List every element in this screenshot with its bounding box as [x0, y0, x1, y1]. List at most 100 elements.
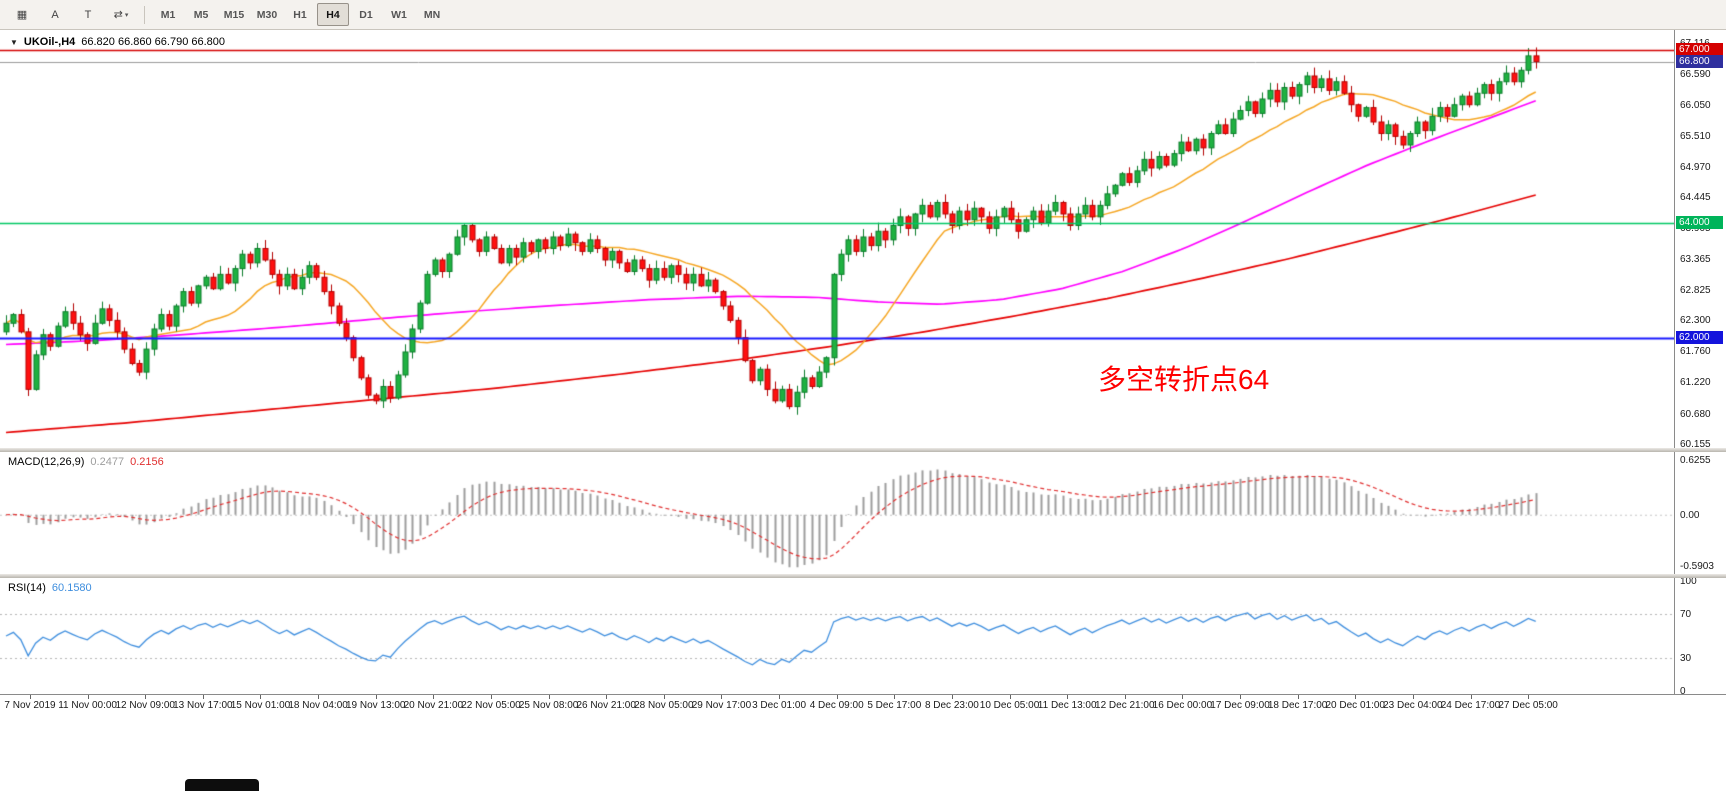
- price-badge-66.800: 66.800: [1676, 54, 1723, 68]
- time-tick-mark: [894, 695, 895, 699]
- macd-tick: 0.6255: [1680, 455, 1711, 467]
- time-tick-mark: [260, 695, 261, 699]
- tf-button-M1[interactable]: M1: [160, 8, 176, 21]
- text-tool-button[interactable]: T: [84, 8, 92, 21]
- rsi-tick: 0: [1680, 686, 1686, 697]
- macd-main-value: 0.2477: [90, 456, 125, 468]
- time-label: 12 Dec 21:00: [1095, 700, 1155, 711]
- chart-annotation-text: 多空转折点64: [1098, 364, 1270, 395]
- tf-button-H4[interactable]: H4: [317, 3, 349, 26]
- taskbar-fragment: [185, 779, 259, 791]
- tf-button-W1[interactable]: W1: [391, 8, 407, 21]
- time-label: 12 Nov 09:00: [115, 700, 175, 711]
- rsi-tick: 70: [1680, 609, 1692, 620]
- time-label: 10 Dec 05:00: [979, 700, 1040, 711]
- time-label: 18 Dec 17:00: [1267, 700, 1328, 711]
- rsi-name-label: RSI(14): [8, 582, 46, 594]
- main-chart-canvas[interactable]: [0, 30, 1674, 448]
- time-label: 18 Nov 04:00: [288, 700, 348, 711]
- price-tick: 60.680: [1680, 408, 1711, 420]
- time-label: 26 Nov 21:00: [576, 700, 636, 711]
- time-tick-mark: [1298, 695, 1299, 699]
- time-label: 13 Nov 17:00: [173, 700, 233, 711]
- time-label: 15 Nov 01:00: [230, 700, 291, 711]
- tf-button-H1[interactable]: H1: [293, 8, 307, 21]
- time-tick-mark: [376, 695, 377, 699]
- rsi-tick: 30: [1680, 653, 1692, 664]
- pane-splitter[interactable]: [0, 448, 1726, 452]
- tf-button-M30[interactable]: M30: [256, 8, 278, 21]
- price-tick: 64.445: [1680, 192, 1711, 204]
- price-tick: 66.050: [1680, 99, 1711, 111]
- time-label: 7 Nov 2019: [4, 700, 56, 711]
- price-tick: 64.970: [1680, 161, 1711, 173]
- time-tick-mark: [1413, 695, 1414, 699]
- tf-button-M5[interactable]: M5: [193, 8, 209, 21]
- time-label: 27 Dec 05:00: [1498, 700, 1558, 711]
- time-tick-mark: [606, 695, 607, 699]
- rsi-label: RSI(14) 60.1580: [8, 582, 92, 594]
- toolbar-separator: [144, 5, 145, 24]
- rsi-tick: 100: [1680, 576, 1697, 587]
- price-badge-64.000: 64.000: [1676, 215, 1723, 229]
- chart-dropdown-icon[interactable]: ▼: [10, 37, 18, 47]
- chart-title: ▼ UKOil-,H4 66.820 66.860 66.790 66.800: [10, 36, 225, 48]
- time-label: 11 Nov 00:00: [58, 700, 117, 711]
- price-tick: 66.590: [1680, 68, 1711, 80]
- rsi-value: 60.1580: [51, 582, 92, 594]
- macd-tick: -0.5903: [1680, 561, 1714, 573]
- time-label: 3 Dec 01:00: [752, 700, 807, 711]
- time-label: 22 Nov 05:00: [461, 700, 521, 711]
- time-tick-mark: [203, 695, 204, 699]
- time-tick-mark: [1010, 695, 1011, 699]
- time-tick-mark: [721, 695, 722, 699]
- time-tick-mark: [1528, 695, 1529, 699]
- time-tick-mark: [952, 695, 953, 699]
- time-tick-mark: [779, 695, 780, 699]
- annotate-a-button[interactable]: A: [51, 8, 59, 21]
- price-tick: 62.300: [1680, 315, 1711, 327]
- price-tick: 65.510: [1680, 130, 1711, 142]
- macd-name-label: MACD(12,26,9): [8, 456, 85, 468]
- macd-tick: 0.00: [1680, 509, 1700, 521]
- tf-button-MN[interactable]: MN: [423, 8, 441, 21]
- time-tick-mark: [549, 695, 550, 699]
- rsi-canvas[interactable]: [0, 578, 1674, 694]
- toolbar: ▦ A T ⇄ ▾ M1 M5 M15 M30 H1 H4 D1 W1 MN: [0, 0, 1726, 30]
- time-tick-mark: [318, 695, 319, 699]
- price-axis-divider[interactable]: [1674, 30, 1675, 694]
- time-tick-mark: [145, 695, 146, 699]
- time-label: 20 Nov 21:00: [403, 700, 464, 711]
- price-tick: 61.760: [1680, 346, 1711, 358]
- time-label: 4 Dec 09:00: [809, 700, 864, 711]
- time-tick-mark: [433, 695, 434, 699]
- time-axis-line: [0, 694, 1726, 695]
- time-tick-mark: [1125, 695, 1126, 699]
- time-tick-mark: [1471, 695, 1472, 699]
- cycle-tool-button[interactable]: ⇄ ▾: [113, 9, 129, 21]
- time-tick-mark: [30, 695, 31, 699]
- tf-button-M15[interactable]: M15: [223, 8, 245, 21]
- chart-symbol-label: UKOil-,H4: [23, 36, 76, 48]
- time-label: 24 Dec 17:00: [1440, 700, 1501, 711]
- tf-button-D1[interactable]: D1: [359, 8, 373, 21]
- time-tick-mark: [1067, 695, 1068, 699]
- time-tick-mark: [664, 695, 665, 699]
- time-label: 23 Dec 04:00: [1383, 700, 1443, 711]
- pane-splitter[interactable]: [0, 574, 1726, 578]
- time-tick-mark: [1182, 695, 1183, 699]
- charts-icon[interactable]: ▦: [16, 9, 28, 21]
- macd-signal-value: 0.2156: [130, 456, 164, 468]
- time-label: 28 Nov 05:00: [634, 700, 694, 711]
- dropdown-caret-icon: ▾: [124, 11, 129, 19]
- macd-label: MACD(12,26,9) 0.2477 0.2156: [8, 456, 164, 468]
- time-label: 17 Dec 09:00: [1210, 700, 1270, 711]
- chart-ohlc-label: 66.820 66.860 66.790 66.800: [81, 36, 226, 48]
- price-badge-62.000: 62.000: [1676, 330, 1723, 344]
- time-label: 16 Dec 00:00: [1152, 700, 1213, 711]
- time-tick-mark: [1240, 695, 1241, 699]
- time-tick-mark: [88, 695, 89, 699]
- macd-canvas[interactable]: [0, 452, 1674, 574]
- time-label: 5 Dec 17:00: [867, 700, 922, 711]
- time-tick-mark: [1355, 695, 1356, 699]
